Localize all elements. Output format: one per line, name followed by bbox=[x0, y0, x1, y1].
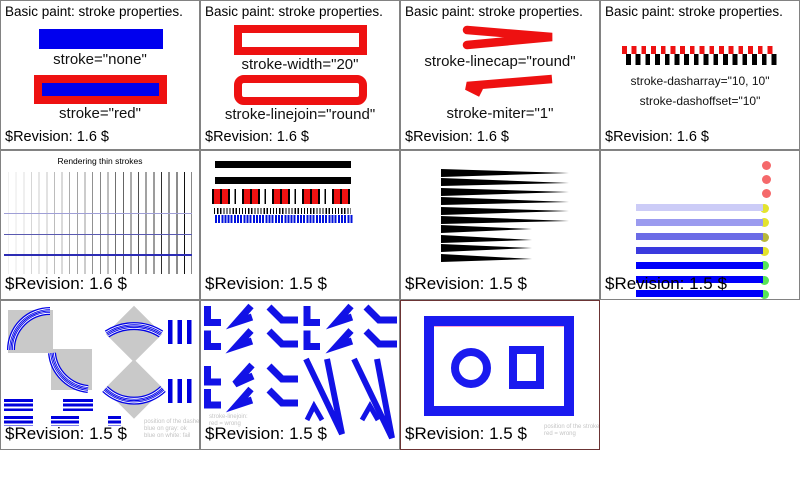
no-stroke-blue-rect bbox=[39, 29, 163, 49]
striped-bar-5 bbox=[108, 416, 121, 426]
red-dash-row bbox=[622, 46, 776, 54]
striped-bar-4 bbox=[51, 416, 79, 426]
revision-text: $Revision: 1.6 $ bbox=[605, 129, 709, 145]
yellow-end-dot-1 bbox=[759, 203, 769, 213]
black-bar-1 bbox=[215, 161, 351, 168]
yellow-end-dot-2 bbox=[759, 218, 769, 227]
cell-title: Basic paint: stroke properties. bbox=[605, 4, 783, 19]
revision-text: $Revision: 1.5 $ bbox=[205, 274, 327, 293]
test-cell-dasharray: Basic paint: stroke properties. stroke-d… bbox=[600, 0, 800, 150]
outline-square bbox=[509, 346, 544, 389]
dash-arc-2 bbox=[51, 352, 89, 390]
thin-horizontal-stroke-2 bbox=[4, 234, 192, 235]
test-cell-stroke-position: position of the stroke: red = wrong $Rev… bbox=[400, 300, 600, 450]
dash-arcs bbox=[7, 307, 166, 405]
note-text: stroke-linejoin: red = wrong bbox=[209, 414, 248, 427]
test-cell-thin-strokes: Rendering thin strokes $Revision: 1.6 $ bbox=[0, 150, 200, 300]
opacity-bar-5 bbox=[636, 261, 763, 269]
note-text: position of the stroke: red = wrong bbox=[544, 424, 600, 437]
stripe-square-2 bbox=[166, 377, 194, 405]
revision-text: $Revision: 1.6 $ bbox=[405, 129, 509, 145]
cell-title: Basic paint: stroke properties. bbox=[5, 4, 183, 19]
salmon-dot-1 bbox=[761, 161, 771, 170]
black-bar-2 bbox=[215, 177, 351, 184]
yellow-end-dot-3 bbox=[759, 232, 769, 242]
green-end-dot-2 bbox=[759, 275, 769, 285]
stroke-red-label: stroke="red" bbox=[59, 105, 141, 122]
revision-text: $Revision: 1.5 $ bbox=[5, 424, 127, 443]
linejoin-round-label: stroke-linejoin="round" bbox=[224, 106, 376, 123]
revision-text: $Revision: 1.6 $ bbox=[5, 274, 127, 293]
miter-one-shape bbox=[465, 74, 553, 97]
linecap-miter-shapes bbox=[462, 25, 553, 97]
stripe-square-1 bbox=[166, 318, 194, 346]
test-cell-zigzag-wedges: $Revision: 1.5 $ bbox=[400, 150, 600, 300]
vertical-stripes bbox=[168, 320, 192, 344]
revision-text: $Revision: 1.5 $ bbox=[205, 424, 327, 443]
red-stroke-blue-rect bbox=[34, 75, 167, 104]
test-cell-linejoin-shapes: stroke-linejoin: red = wrong $Revision: … bbox=[200, 300, 400, 450]
test-cell-dash-patterns: $Revision: 1.5 $ bbox=[200, 150, 400, 300]
opacity-bar-1 bbox=[636, 204, 763, 211]
green-end-dot-1 bbox=[759, 261, 769, 270]
opacity-bar-2 bbox=[636, 218, 763, 226]
stroke-width-label: stroke-width="20" bbox=[241, 56, 359, 73]
opacity-bar-3 bbox=[636, 233, 763, 240]
green-end-dot-3 bbox=[759, 289, 769, 299]
cell-title: Basic paint: stroke properties. bbox=[405, 4, 583, 19]
cell-title: Rendering thin strokes bbox=[57, 156, 143, 166]
vertical-stripes bbox=[168, 379, 192, 403]
black-dash-row bbox=[626, 54, 780, 65]
test-cell-dash-arcs: position of the dashes: blue on gray: ok… bbox=[0, 300, 200, 450]
dash-arc-2 bbox=[51, 352, 89, 390]
stroke-fade-overlay bbox=[8, 172, 192, 274]
test-cell-opacity-bars: $Revision: 1.5 $ bbox=[600, 150, 800, 300]
note-text: position of the dashes: blue on gray: ok… bbox=[144, 419, 200, 439]
striped-bar-1 bbox=[4, 399, 33, 411]
opacity-bar-4 bbox=[636, 247, 763, 254]
revision-text: $Revision: 1.5 $ bbox=[605, 274, 727, 293]
cell-title: Basic paint: stroke properties. bbox=[205, 4, 383, 19]
yellow-end-dot-4 bbox=[759, 246, 769, 256]
salmon-dot-2 bbox=[761, 175, 771, 184]
test-cell-stroke-width: Basic paint: stroke properties. stroke-w… bbox=[200, 0, 400, 150]
blue-dash-row bbox=[215, 215, 353, 223]
opacity-bar-6 bbox=[636, 276, 763, 283]
dash-arc-4 bbox=[104, 388, 164, 402]
outline-circle bbox=[451, 348, 491, 388]
stroke-position-shapes bbox=[424, 316, 574, 416]
round-linecap-shape bbox=[462, 25, 553, 50]
red-black-dash-pattern bbox=[212, 189, 353, 204]
black-tick-row bbox=[214, 208, 351, 214]
linecap-round-label: stroke-linecap="round" bbox=[424, 53, 576, 70]
dash-arc-1 bbox=[10, 310, 51, 351]
outline-rect bbox=[424, 316, 574, 416]
test-cell-linecap-miter: Basic paint: stroke properties. stroke-l… bbox=[400, 0, 600, 150]
striped-bar-3 bbox=[4, 416, 33, 426]
zigzag-wedges bbox=[441, 169, 569, 262]
test-cell-stroke-none-red: Basic paint: stroke properties. stroke="… bbox=[0, 0, 200, 150]
dasharray-label: stroke-dasharray="10, 10" bbox=[630, 74, 770, 88]
thin-horizontal-stroke-1 bbox=[4, 213, 192, 214]
linejoin-shapes bbox=[204, 303, 397, 440]
dash-arc-3 bbox=[106, 325, 162, 335]
opacity-bar-7 bbox=[636, 290, 763, 297]
dash-arc-1 bbox=[10, 310, 51, 351]
dashoffset-label: stroke-dashoffset="10" bbox=[639, 94, 761, 108]
stroke-miter-label: stroke-miter="1" bbox=[446, 105, 554, 122]
thin-horizontal-stroke-3 bbox=[4, 254, 192, 256]
stroke-none-label: stroke="none" bbox=[53, 51, 147, 68]
revision-text: $Revision: 1.5 $ bbox=[405, 274, 527, 293]
round-linejoin-rect bbox=[234, 75, 367, 105]
striped-bar-2 bbox=[63, 399, 93, 411]
revision-text: $Revision: 1.6 $ bbox=[205, 129, 309, 145]
revision-text: $Revision: 1.6 $ bbox=[5, 129, 109, 145]
revision-text: $Revision: 1.5 $ bbox=[405, 424, 527, 443]
stroke-width-rect bbox=[234, 25, 367, 55]
salmon-dot-3 bbox=[761, 189, 771, 198]
